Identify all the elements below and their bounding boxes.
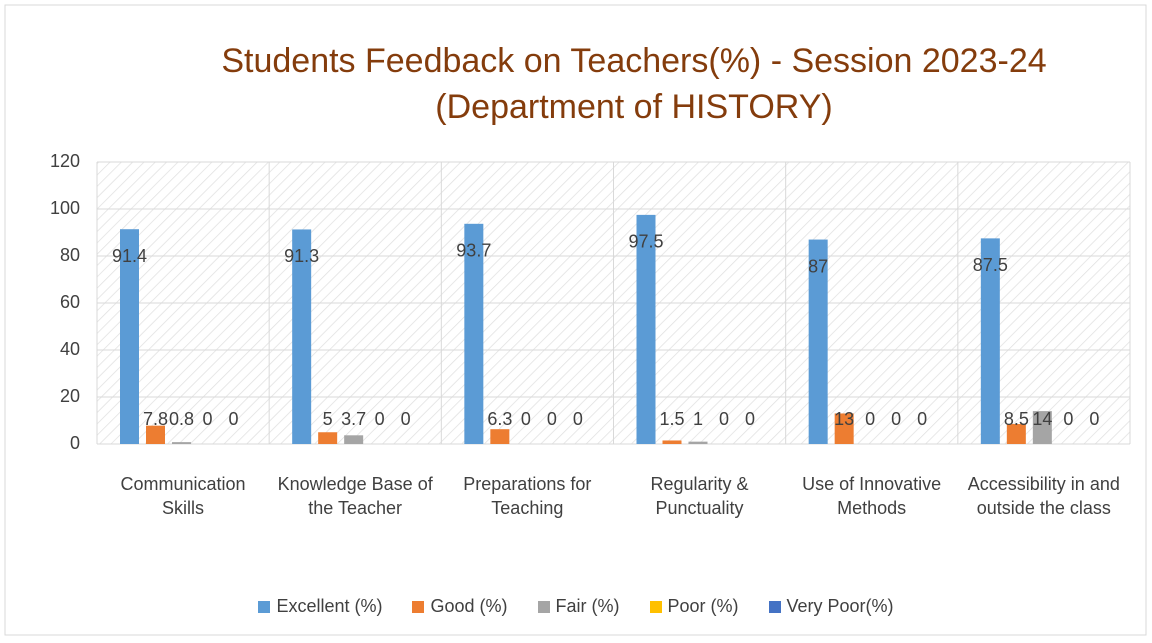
bar [662, 440, 682, 444]
bar [688, 441, 708, 444]
bar [1032, 411, 1052, 444]
x-tick-label: Preparations for Teaching [463, 474, 592, 518]
data-label: 5 [323, 409, 333, 429]
data-label: 0 [202, 409, 212, 429]
data-label: 0 [1089, 409, 1099, 429]
x-tick-label: Knowledge Base of the Teacher [277, 474, 433, 518]
bar [344, 435, 364, 444]
legend-swatch [412, 600, 425, 613]
data-label: 0 [865, 409, 875, 429]
data-label: 8.5 [1004, 409, 1029, 429]
x-tick-label: Communication Skills [120, 474, 246, 518]
legend-swatch [258, 600, 271, 613]
y-tick-label: 40 [60, 339, 80, 359]
bar [1006, 424, 1026, 444]
data-label: 0 [375, 409, 385, 429]
data-label: 1 [693, 409, 703, 429]
data-label: 0 [891, 409, 901, 429]
legend-item: Good (%) [412, 596, 508, 617]
data-label: 93.7 [456, 241, 491, 261]
data-label: 87.5 [973, 255, 1008, 275]
data-label: 13 [834, 409, 854, 429]
bar [490, 429, 510, 444]
y-tick-label: 20 [60, 386, 80, 406]
bar [464, 223, 484, 444]
legend: Excellent (%) Good (%) Fair (%) Poor (%) Ver… [0, 596, 1152, 617]
data-label: 0 [228, 409, 238, 429]
data-label: 0 [917, 409, 927, 429]
data-label: 7.8 [143, 409, 168, 429]
x-tick-label: Accessibility in and outside the class [967, 474, 1120, 518]
bar [292, 229, 312, 444]
data-label: 14 [1032, 409, 1052, 429]
data-label: 0 [745, 409, 755, 429]
bar [172, 442, 191, 444]
data-label: 1.5 [659, 409, 684, 429]
x-tick-label: Use of Innovative Methods [802, 474, 942, 518]
legend-item: Very Poor(%) [768, 596, 894, 617]
data-label: 0.8 [169, 409, 194, 429]
x-tick-label: Regularity & Punctuality [650, 474, 749, 518]
data-label: 91.3 [284, 246, 319, 266]
data-label: 0 [1063, 409, 1073, 429]
data-label: 87 [808, 256, 828, 276]
legend-swatch [537, 600, 550, 613]
legend-label: Very Poor(%) [786, 596, 894, 616]
legend-item: Excellent (%) [258, 596, 382, 617]
y-tick-label: 60 [60, 292, 80, 312]
legend-swatch [768, 600, 781, 613]
bar [808, 239, 828, 444]
bar [636, 214, 656, 444]
bar [834, 413, 854, 444]
bar [146, 425, 165, 444]
data-label: 97.5 [628, 232, 663, 252]
data-label: 0 [719, 409, 729, 429]
legend-label: Good (%) [430, 596, 508, 616]
data-label: 91.4 [112, 246, 147, 266]
data-label: 0 [547, 409, 557, 429]
data-label: 0 [401, 409, 411, 429]
legend-item: Fair (%) [537, 596, 620, 617]
legend-swatch [649, 600, 662, 613]
data-label: 0 [521, 409, 531, 429]
bar [120, 229, 139, 444]
legend-label: Poor (%) [667, 596, 739, 616]
bar [318, 432, 338, 444]
y-tick-label: 80 [60, 245, 80, 265]
legend-label: Excellent (%) [276, 596, 383, 616]
y-tick-label: 100 [50, 198, 80, 218]
data-label: 6.3 [487, 409, 512, 429]
legend-item: Poor (%) [649, 596, 739, 617]
chart-title: Students Feedback on Teachers(%) - Sessi… [221, 42, 1047, 126]
data-label: 0 [573, 409, 583, 429]
legend-label: Fair (%) [555, 596, 620, 616]
data-label: 3.7 [341, 409, 366, 429]
y-tick-label: 0 [70, 433, 80, 453]
bar [980, 238, 1000, 444]
y-tick-label: 120 [50, 151, 80, 171]
